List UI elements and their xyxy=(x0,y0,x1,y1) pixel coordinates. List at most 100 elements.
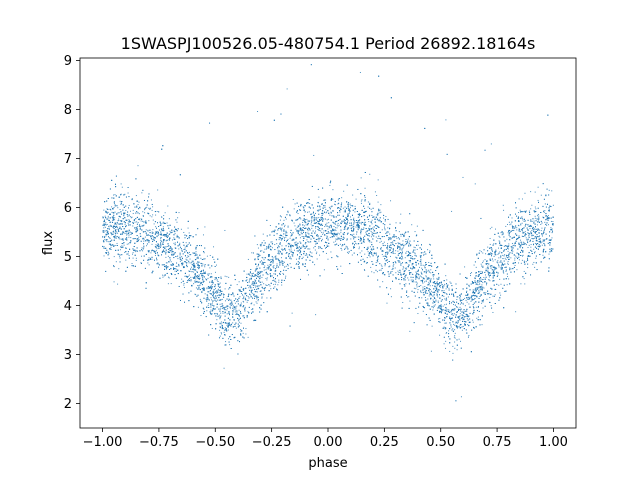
data-point xyxy=(377,261,379,263)
data-point xyxy=(228,313,230,315)
data-point xyxy=(528,232,530,234)
data-point xyxy=(210,273,212,275)
data-point xyxy=(454,329,456,331)
data-point xyxy=(512,244,514,246)
data-point xyxy=(270,241,272,243)
data-point xyxy=(143,239,145,241)
data-point xyxy=(533,231,535,233)
data-point xyxy=(177,217,179,219)
data-point xyxy=(207,277,209,279)
data-point xyxy=(311,256,313,258)
data-point xyxy=(299,230,301,232)
data-point xyxy=(493,243,495,245)
data-point xyxy=(414,258,416,260)
data-point xyxy=(430,279,432,281)
data-point xyxy=(269,264,271,266)
data-point xyxy=(516,269,518,271)
data-point xyxy=(408,242,410,244)
data-point xyxy=(258,276,260,278)
data-point xyxy=(167,235,169,237)
data-point xyxy=(353,217,355,219)
data-point xyxy=(334,203,336,205)
data-point xyxy=(134,251,136,253)
data-point xyxy=(548,189,550,191)
data-point xyxy=(184,261,186,263)
data-point xyxy=(497,253,499,255)
data-point xyxy=(211,276,213,278)
data-point xyxy=(136,226,138,228)
data-point xyxy=(168,249,170,251)
data-point xyxy=(154,254,156,256)
data-point xyxy=(499,251,501,253)
data-point xyxy=(245,333,247,335)
data-point xyxy=(481,302,483,304)
data-point xyxy=(530,232,532,234)
data-point xyxy=(346,227,348,229)
data-point xyxy=(406,262,408,264)
data-point xyxy=(364,215,366,217)
data-point xyxy=(429,285,431,287)
data-point xyxy=(173,253,175,255)
data-point xyxy=(113,281,115,283)
data-point xyxy=(369,235,371,237)
data-point xyxy=(227,295,229,297)
data-point xyxy=(261,271,263,273)
data-point xyxy=(425,270,427,272)
data-point xyxy=(188,251,190,253)
data-point xyxy=(389,233,391,235)
data-point xyxy=(364,269,366,271)
data-point xyxy=(143,237,145,239)
data-point xyxy=(205,278,207,280)
data-point xyxy=(177,236,179,238)
data-point xyxy=(255,279,257,281)
data-point xyxy=(324,226,326,228)
data-point xyxy=(247,258,249,260)
data-point xyxy=(437,296,439,298)
data-point xyxy=(434,304,436,306)
data-point xyxy=(383,241,385,243)
data-point xyxy=(162,276,164,278)
data-point xyxy=(168,277,170,279)
data-point xyxy=(128,221,130,223)
data-point xyxy=(525,233,527,235)
data-point xyxy=(514,242,516,244)
data-point xyxy=(161,216,163,218)
data-point xyxy=(498,284,500,286)
data-point xyxy=(228,338,230,340)
data-point xyxy=(403,267,405,269)
data-point xyxy=(351,254,353,256)
data-point xyxy=(279,272,281,274)
data-point xyxy=(405,283,407,285)
data-point xyxy=(445,303,447,305)
data-point xyxy=(220,321,222,323)
data-point xyxy=(498,235,500,237)
data-point xyxy=(486,298,488,300)
data-point xyxy=(381,265,383,267)
data-point xyxy=(432,299,434,301)
data-point xyxy=(527,229,529,231)
data-point xyxy=(522,219,524,221)
data-point xyxy=(477,316,479,318)
data-point xyxy=(132,257,134,259)
data-point xyxy=(503,249,505,251)
data-point xyxy=(463,319,465,321)
data-point xyxy=(363,224,365,226)
data-point xyxy=(152,219,154,221)
data-point xyxy=(445,307,447,309)
data-point xyxy=(246,301,248,303)
data-point xyxy=(528,255,530,257)
data-point xyxy=(465,299,467,301)
data-point xyxy=(499,292,501,294)
data-point xyxy=(298,257,300,259)
data-point xyxy=(525,261,527,263)
data-point xyxy=(157,262,159,264)
data-point xyxy=(426,302,428,304)
data-point xyxy=(305,221,307,223)
data-point xyxy=(352,236,354,238)
data-point xyxy=(551,250,553,252)
data-point xyxy=(437,300,439,302)
data-point xyxy=(221,308,223,310)
data-point xyxy=(543,240,545,242)
data-point xyxy=(197,263,199,265)
data-point xyxy=(394,235,396,237)
